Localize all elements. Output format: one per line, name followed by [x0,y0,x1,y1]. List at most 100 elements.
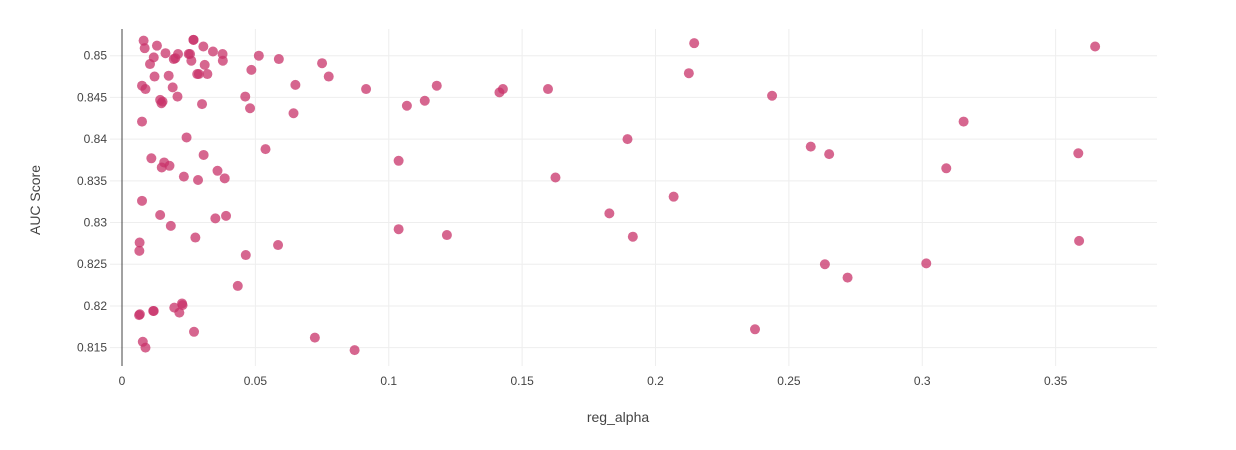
y-tick-labels: 0.815 0.82 0.825 0.83 0.835 0.84 0.845 0.85 [77,49,107,355]
data-point[interactable] [138,35,149,46]
data-point[interactable] [393,155,404,166]
data-point[interactable] [163,70,174,81]
data-point[interactable] [273,54,284,65]
data-point[interactable] [198,41,209,52]
data-point[interactable] [178,171,189,182]
data-point[interactable] [192,69,203,80]
data-point[interactable] [689,38,700,49]
data-point[interactable] [168,54,179,65]
x-tick-label: 0.25 [777,374,801,388]
data-point[interactable] [958,116,969,127]
data-point[interactable] [246,64,257,75]
data-point[interactable] [139,43,150,54]
data-point[interactable] [273,240,284,251]
y-tick-label: 0.82 [84,299,108,313]
data-point[interactable] [824,149,835,160]
data-point[interactable] [137,336,148,347]
data-point[interactable] [232,280,243,291]
data-point[interactable] [148,52,159,63]
y-tick-label: 0.825 [77,257,107,271]
data-point[interactable] [198,149,209,160]
data-point[interactable] [805,141,816,152]
x-tick-label: 0.1 [380,374,397,388]
data-point[interactable] [668,191,679,202]
data-point[interactable] [207,46,218,57]
data-point[interactable] [164,160,175,171]
data-point[interactable] [134,310,145,321]
data-point[interactable] [174,307,185,318]
data-point[interactable] [219,173,230,184]
data-point[interactable] [210,213,221,224]
data-point[interactable] [622,134,633,145]
data-point[interactable] [441,230,452,241]
data-point[interactable] [172,91,183,102]
data-point[interactable] [197,99,208,110]
data-point[interactable] [193,174,204,185]
data-point[interactable] [317,58,328,69]
data-point[interactable] [137,116,148,127]
data-point[interactable] [183,49,194,60]
data-point[interactable] [140,84,151,95]
data-point[interactable] [240,250,251,261]
data-point[interactable] [155,210,166,221]
data-point[interactable] [941,163,952,174]
data-point[interactable] [181,132,192,143]
data-point[interactable] [148,305,159,316]
x-tick-label: 0.3 [914,374,931,388]
data-point[interactable] [361,84,372,95]
data-point[interactable] [151,40,162,51]
data-point[interactable] [290,79,301,90]
data-point[interactable] [349,345,360,356]
data-point[interactable] [604,208,615,219]
data-point[interactable] [149,71,160,82]
data-point[interactable] [165,220,176,231]
data-point[interactable] [543,84,554,95]
data-point[interactable] [750,324,761,335]
data-point[interactable] [199,59,210,70]
data-point[interactable] [1074,235,1085,246]
data-point[interactable] [212,165,223,176]
data-point[interactable] [240,91,251,102]
data-point[interactable] [921,258,932,269]
data-point[interactable] [245,103,256,114]
data-point[interactable] [217,55,228,66]
data-point[interactable] [221,210,232,221]
y-tick-label: 0.815 [77,341,107,355]
data-point[interactable] [189,326,200,337]
data-point[interactable] [177,298,188,309]
data-point[interactable] [190,232,201,243]
data-point[interactable] [309,332,320,343]
data-point[interactable] [393,224,404,235]
x-tick-label: 0.05 [244,374,268,388]
data-point[interactable] [146,153,157,164]
data-point[interactable] [767,90,778,101]
data-point[interactable] [156,98,167,109]
data-point[interactable] [156,162,167,173]
data-point[interactable] [550,172,561,183]
data-point[interactable] [253,50,264,61]
data-point[interactable] [1090,41,1101,52]
data-point[interactable] [188,34,199,45]
data-point[interactable] [819,259,830,270]
data-point[interactable] [497,84,508,95]
data-point[interactable] [137,195,148,206]
data-point[interactable] [134,237,145,248]
data-point[interactable] [288,108,299,119]
data-point[interactable] [627,231,638,242]
data-point[interactable] [419,95,430,106]
x-tick-label: 0.2 [647,374,664,388]
x-tick-label: 0.35 [1044,374,1068,388]
data-point[interactable] [160,48,171,59]
data-point[interactable] [401,100,412,111]
y-tick-label: 0.835 [77,174,107,188]
data-point[interactable] [1073,148,1084,159]
data-point[interactable] [134,245,145,256]
data-point[interactable] [260,144,271,155]
data-point[interactable] [167,82,178,93]
data-point[interactable] [202,69,213,80]
data-point[interactable] [842,272,853,283]
data-point[interactable] [431,80,442,91]
data-point[interactable] [683,68,694,79]
data-point[interactable] [323,71,334,82]
